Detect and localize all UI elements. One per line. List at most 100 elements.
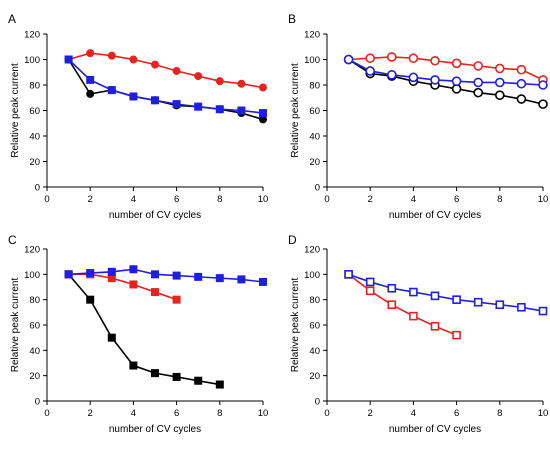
series-line xyxy=(348,273,457,336)
y-tick-label: 60 xyxy=(309,106,320,117)
series-line xyxy=(348,58,544,86)
x-tick-label: 10 xyxy=(538,194,549,205)
data-point xyxy=(538,80,548,90)
data-point xyxy=(172,372,181,381)
x-axis-label: number of CV cycles xyxy=(389,210,481,221)
series-line xyxy=(68,268,264,283)
data-point xyxy=(151,270,159,279)
series-line xyxy=(348,56,544,81)
x-tick-label: 10 xyxy=(258,194,269,205)
data-point xyxy=(344,270,353,279)
x-tick-label: 10 xyxy=(258,408,269,419)
y-tick-label: 0 xyxy=(315,183,320,194)
data-point xyxy=(452,295,461,304)
y-tick-label: 60 xyxy=(309,321,320,332)
data-point xyxy=(107,86,116,95)
y-tick-label: 120 xyxy=(24,30,40,41)
x-tick-label: 10 xyxy=(538,408,549,419)
data-point xyxy=(129,361,138,370)
series-2 xyxy=(64,265,267,286)
x-tick-label: 2 xyxy=(88,408,93,419)
data-point xyxy=(151,288,159,297)
x-tick-label: 8 xyxy=(217,194,222,205)
data-point xyxy=(430,55,440,66)
x-tick-label: 6 xyxy=(174,194,179,205)
data-point xyxy=(386,70,397,80)
data-point xyxy=(494,90,505,100)
data-point xyxy=(194,102,203,111)
x-tick-label: 8 xyxy=(217,408,222,419)
data-point xyxy=(430,75,440,85)
data-point xyxy=(408,72,419,83)
panel-label: B xyxy=(288,12,296,26)
data-point xyxy=(517,302,526,312)
series-1 xyxy=(64,49,267,92)
data-point xyxy=(452,330,461,340)
data-point xyxy=(473,297,483,307)
data-point xyxy=(172,100,181,109)
series-0 xyxy=(344,270,461,340)
data-point xyxy=(86,295,95,304)
chart-panel-d: D 0 20 40 60 80 100 120 0 2 4 6 8 10 number of CV cycl… xyxy=(288,233,548,435)
x-tick-label: 6 xyxy=(454,408,459,419)
data-point xyxy=(215,380,224,389)
data-point xyxy=(494,63,505,74)
data-point xyxy=(495,300,505,310)
panel-label: A xyxy=(8,12,16,26)
series-line xyxy=(348,58,544,105)
x-tick-label: 4 xyxy=(131,194,136,205)
data-point xyxy=(494,77,505,88)
data-point xyxy=(151,60,159,69)
y-tick-label: 20 xyxy=(29,157,40,168)
y-tick-label: 80 xyxy=(29,81,40,92)
y-tick-label: 40 xyxy=(29,132,40,143)
series-1 xyxy=(64,270,181,304)
data-point xyxy=(538,99,548,109)
y-tick-label: 0 xyxy=(35,183,40,194)
y-tick-label: 0 xyxy=(35,397,40,408)
series-0 xyxy=(343,54,548,109)
data-point xyxy=(237,106,246,115)
data-point xyxy=(86,75,95,84)
y-tick-label: 100 xyxy=(304,55,320,66)
y-tick-label: 80 xyxy=(309,295,320,306)
data-point xyxy=(86,89,95,98)
series-1 xyxy=(344,270,548,316)
data-point xyxy=(129,265,138,274)
data-point xyxy=(194,376,203,385)
y-tick-label: 20 xyxy=(29,371,40,382)
data-point xyxy=(473,77,484,88)
data-point xyxy=(107,333,116,342)
data-point xyxy=(409,287,418,297)
y-tick-label: 80 xyxy=(29,295,40,306)
data-point xyxy=(516,78,527,89)
data-point xyxy=(473,87,484,98)
x-tick-label: 2 xyxy=(88,194,93,205)
data-point xyxy=(538,306,548,316)
x-tick-label: 8 xyxy=(497,194,502,205)
data-point xyxy=(129,55,138,64)
series-2 xyxy=(64,55,267,118)
data-point xyxy=(451,84,462,94)
data-point xyxy=(343,54,354,65)
data-point xyxy=(365,53,376,64)
y-axis-label: Relative peak current xyxy=(290,63,301,158)
data-point xyxy=(194,72,203,81)
data-point xyxy=(151,96,159,105)
data-point xyxy=(172,271,181,280)
x-axis-label: number of CV cycles xyxy=(109,424,201,435)
x-axis-label: number of CV cycles xyxy=(109,210,201,221)
y-axis-label: Relative peak current xyxy=(10,278,21,373)
chart-panel-a: A 0 20 40 60 80 100 120 0 2 4 6 8 10 number of CV cycl… xyxy=(8,12,268,221)
data-point xyxy=(430,291,440,301)
data-point xyxy=(409,311,418,321)
data-point xyxy=(194,272,203,281)
series-line xyxy=(68,58,264,114)
x-tick-label: 8 xyxy=(497,408,502,419)
y-tick-label: 40 xyxy=(309,346,320,357)
x-tick-label: 0 xyxy=(324,408,329,419)
data-point xyxy=(259,109,267,118)
data-point xyxy=(64,55,73,64)
x-tick-label: 4 xyxy=(411,408,416,419)
